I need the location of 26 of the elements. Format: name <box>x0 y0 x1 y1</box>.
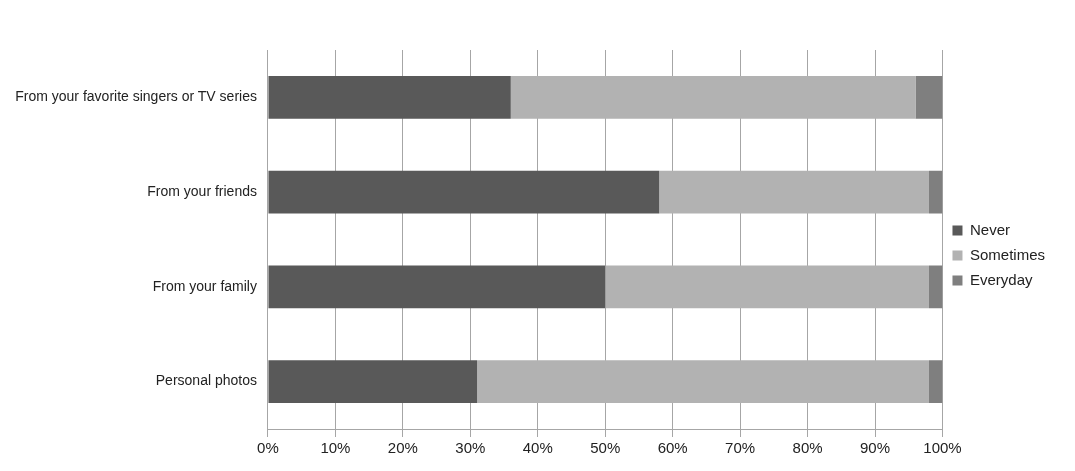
y-tick-label: From your family <box>152 277 257 294</box>
x-tick-label: 0% <box>257 439 279 457</box>
x-tick-label: 70% <box>725 439 756 457</box>
x-tick-label: 90% <box>860 439 891 457</box>
bar <box>928 170 943 214</box>
y-tick-label: Personal photos <box>155 372 257 389</box>
x-tick-label: 30% <box>455 439 486 457</box>
x-tick-label: 50% <box>590 439 621 457</box>
y-tick-label: From your friends <box>147 182 257 199</box>
y-tick-label: From your favorite singers or TV series <box>15 88 257 105</box>
bar <box>915 76 943 119</box>
x-tick-label: 10% <box>320 439 351 457</box>
legend-label: Sometimes <box>969 245 1046 263</box>
bar <box>268 170 660 214</box>
x-tick-label: 20% <box>387 439 418 457</box>
legend-label: Everyday <box>969 270 1033 288</box>
bar <box>268 265 606 309</box>
bar <box>268 76 511 119</box>
x-tick-label: 80% <box>792 439 823 457</box>
bar <box>268 360 478 403</box>
x-tick-label: 100% <box>923 439 962 457</box>
bar <box>928 360 943 403</box>
x-tick-label: 60% <box>657 439 688 457</box>
legend-label: Never <box>969 220 1010 238</box>
x-tick-label: 40% <box>522 439 553 457</box>
bar <box>928 265 943 309</box>
